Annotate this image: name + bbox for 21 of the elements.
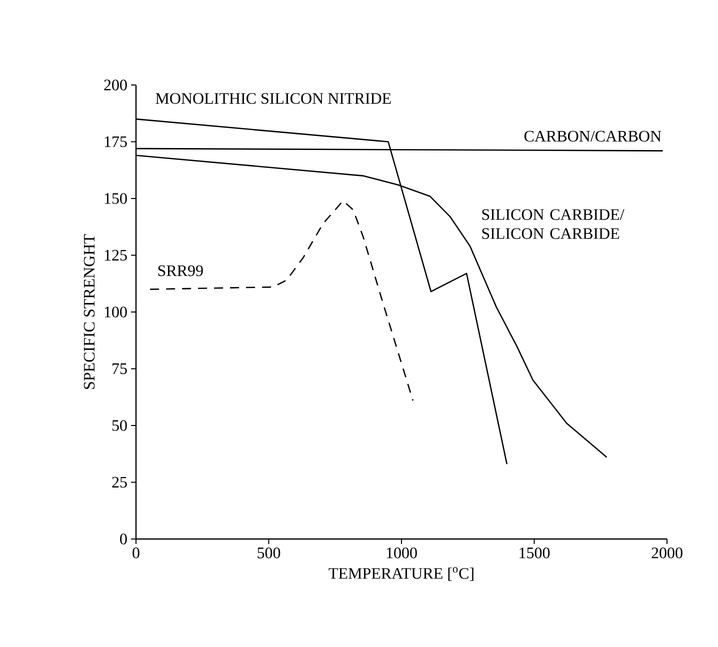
series-label: SILICON CARBIDE/ SILICON CARBIDE bbox=[482, 209, 624, 239]
y-tick-label: 100 bbox=[104, 306, 127, 318]
x-tick-label: 0 bbox=[132, 548, 140, 558]
y-tick-label: 0 bbox=[120, 534, 127, 544]
y-tick-label: 50 bbox=[112, 420, 127, 431]
y-tick-label: 175 bbox=[104, 136, 127, 148]
y-axis-title: SPECIFIC STRENGHT bbox=[84, 234, 95, 389]
y-tick-label: 75 bbox=[112, 363, 127, 374]
line-series bbox=[149, 200, 414, 402]
series-label: CARBON/CARBON bbox=[524, 130, 662, 142]
x-tick-label: 1000 bbox=[386, 548, 417, 558]
x-tick-label: 1500 bbox=[520, 548, 550, 558]
y-tick-label: 150 bbox=[104, 193, 127, 204]
x-tick-label: 500 bbox=[258, 548, 280, 558]
y-tick-label: 25 bbox=[112, 476, 127, 488]
series-label: SRR99 bbox=[158, 265, 203, 276]
y-tick-label: 125 bbox=[104, 250, 127, 261]
series-label: MONOLITHIC SILICON NITRIDE bbox=[156, 93, 391, 104]
y-tick-label: 200 bbox=[104, 80, 127, 90]
x-axis-title: TEMPERATURE [$^{o}$C] bbox=[328, 567, 474, 581]
x-tick-label: 2000 bbox=[652, 548, 682, 558]
